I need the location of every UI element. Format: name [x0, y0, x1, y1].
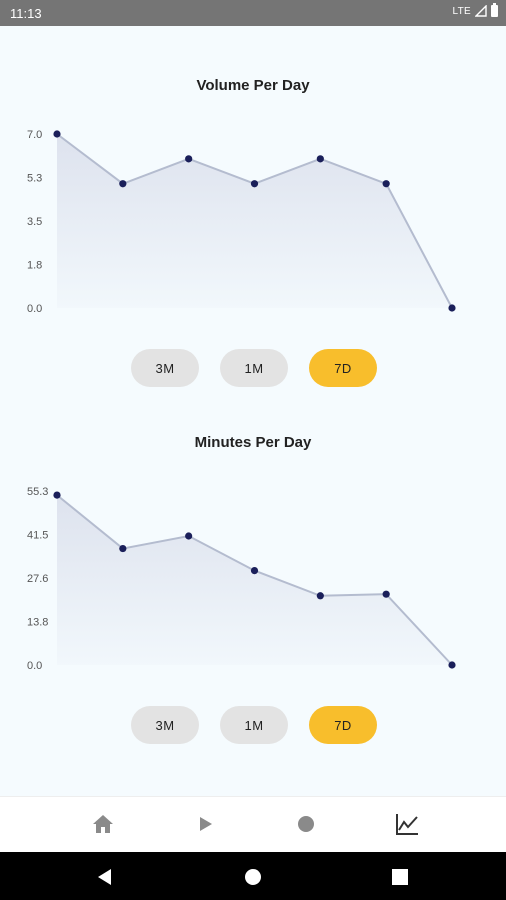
y-tick-label: 1.8	[27, 260, 42, 272]
minutes-range-7d-button[interactable]: 7D	[309, 706, 377, 744]
recents-square-icon	[392, 869, 408, 885]
series-area	[57, 495, 452, 665]
volume-range-3m-button[interactable]: 3M	[131, 349, 199, 387]
system-back-button[interactable]	[92, 864, 118, 890]
data-point	[119, 180, 127, 188]
status-time: 11:13	[10, 6, 42, 21]
volume-range-7d-button[interactable]: 7D	[309, 349, 377, 387]
network-type: LTE	[452, 5, 471, 17]
bottom-navigation	[0, 796, 506, 853]
nav-record-button[interactable]	[291, 809, 321, 839]
data-point	[250, 567, 259, 575]
play-icon	[200, 817, 212, 831]
minutes-range-3m-button[interactable]: 3M	[131, 706, 199, 744]
signal-icon	[475, 5, 487, 17]
y-tick-label: 41.5	[27, 530, 48, 542]
y-tick-label: 5.3	[27, 173, 42, 185]
volume-range-selector: 3M 1M 7D	[0, 349, 506, 389]
status-bar: 11:13 LTE	[0, 0, 506, 26]
y-tick-label: 13.8	[27, 617, 48, 629]
data-point	[448, 661, 456, 669]
data-point	[448, 304, 456, 312]
y-tick-label: 3.5	[27, 216, 42, 228]
minutes-chart: 55.3 41.5 27.6 13.8 0.0	[27, 486, 456, 672]
data-point	[316, 155, 324, 163]
system-recents-button[interactable]	[387, 864, 413, 890]
home-circle-icon	[245, 869, 261, 885]
battery-icon	[491, 3, 498, 17]
chart-title-volume: Volume Per Day	[196, 77, 310, 94]
nav-home-button[interactable]	[88, 809, 118, 839]
y-tick-label: 27.6	[27, 573, 48, 585]
volume-chart: 7.0 5.3 3.5 1.8 0.0	[27, 129, 456, 315]
back-triangle-icon	[98, 869, 111, 885]
nav-stats-button[interactable]	[392, 809, 422, 839]
data-point	[119, 544, 127, 553]
y-tick-label: 55.3	[27, 486, 48, 498]
data-point	[185, 532, 193, 540]
home-icon	[93, 815, 113, 833]
y-tick-label: 0.0	[27, 660, 42, 672]
system-home-button[interactable]	[240, 864, 266, 890]
data-point	[382, 180, 390, 188]
data-point	[53, 130, 61, 138]
y-tick-label: 7.0	[27, 129, 42, 141]
data-point	[53, 491, 61, 499]
nav-play-button[interactable]	[190, 809, 220, 839]
system-navigation-bar	[0, 852, 506, 900]
y-tick-label: 0.0	[27, 303, 42, 315]
minutes-range-1m-button[interactable]: 1M	[220, 706, 288, 744]
chart-title-minutes: Minutes Per Day	[194, 434, 312, 451]
volume-range-1m-button[interactable]: 1M	[220, 349, 288, 387]
data-point	[250, 180, 259, 188]
data-point	[185, 155, 193, 163]
stats-icon	[396, 814, 418, 835]
data-point	[316, 592, 324, 600]
record-icon	[298, 816, 314, 832]
series-area	[57, 134, 452, 308]
status-icons: LTE	[452, 3, 498, 17]
data-point	[382, 590, 390, 598]
minutes-range-selector: 3M 1M 7D	[0, 706, 506, 746]
